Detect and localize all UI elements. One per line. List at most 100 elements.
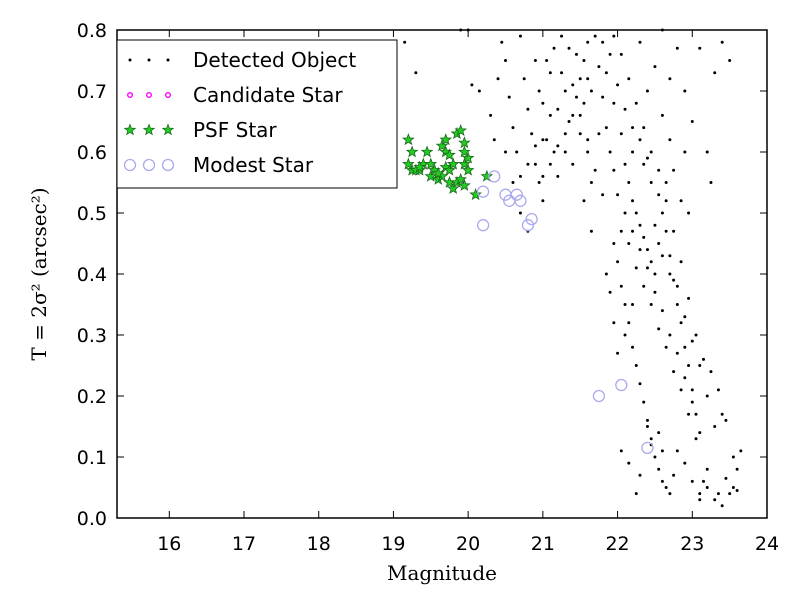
- detected-object-point: [586, 40, 590, 44]
- psf-star-point: [443, 148, 456, 161]
- detected-object-point: [657, 242, 661, 245]
- detected-object-point: [619, 132, 623, 136]
- detected-object-point: [634, 266, 638, 270]
- detected-object-point: [526, 107, 530, 111]
- detected-object-point: [642, 284, 646, 288]
- detected-object-point: [582, 59, 586, 62]
- detected-object-point: [675, 351, 679, 355]
- psf-star-point: [439, 133, 453, 146]
- detected-object-point: [694, 333, 698, 337]
- detected-object-point: [645, 89, 649, 93]
- detected-object-point: [518, 34, 522, 38]
- detected-object-point: [672, 229, 676, 233]
- y-tick-label: 0.8: [77, 20, 107, 42]
- y-tick-label: 0.3: [77, 325, 107, 347]
- detected-object-point: [705, 150, 709, 154]
- detected-object-point: [593, 34, 597, 38]
- modest-star-point: [488, 170, 501, 183]
- legend-marker-psf-star: [142, 123, 156, 136]
- modest-star-point: [521, 219, 535, 232]
- detected-object-point: [638, 40, 642, 44]
- detected-object-point: [649, 150, 653, 154]
- legend-marker-modest-star: [142, 158, 156, 172]
- detected-object-point: [657, 193, 661, 197]
- x-tick-label: 18: [307, 533, 331, 555]
- detected-object-point: [541, 101, 545, 105]
- detected-object-point: [664, 199, 668, 203]
- detected-object-point: [612, 34, 616, 38]
- detected-object-point: [631, 303, 635, 306]
- detected-object-point: [586, 138, 590, 142]
- psf-star-point: [443, 163, 456, 176]
- legend-marker-detected-object: [147, 58, 151, 62]
- detected-object-point: [634, 211, 638, 215]
- detected-object-point: [687, 211, 691, 215]
- detected-object-point: [694, 412, 698, 416]
- detected-object-point: [571, 83, 575, 87]
- psf-star-point: [402, 133, 415, 146]
- detected-object-point: [724, 476, 728, 480]
- detected-object-point: [541, 138, 545, 142]
- detected-object-point: [728, 492, 732, 496]
- detected-object-point: [518, 211, 522, 215]
- detected-object-point: [623, 333, 627, 337]
- legend-marker-candidate-star: [126, 91, 133, 98]
- detected-object-point: [653, 290, 657, 294]
- detected-object-point: [541, 199, 545, 203]
- detected-object-point: [608, 150, 612, 154]
- detected-object-point: [545, 138, 549, 142]
- detected-object-point: [705, 467, 709, 471]
- psf-star-point: [424, 157, 438, 170]
- detected-object-point: [649, 437, 653, 441]
- detected-object-point: [612, 101, 616, 105]
- psf-star-point: [461, 163, 475, 176]
- modest-star-point: [514, 194, 527, 207]
- detected-object-point: [698, 364, 702, 367]
- legend-frame: [116, 39, 398, 189]
- detected-object-point: [489, 113, 493, 117]
- detected-object-point: [470, 83, 474, 87]
- psf-star-point: [458, 178, 471, 191]
- detected-object-point: [604, 272, 608, 276]
- detected-object-point: [560, 71, 564, 75]
- psf-star-point: [461, 151, 475, 164]
- x-tick-label: 21: [531, 533, 555, 555]
- y-tick-label: 0.4: [77, 264, 107, 286]
- detected-object-point: [623, 107, 627, 111]
- detected-object-point: [642, 126, 646, 130]
- detected-object-point: [716, 388, 720, 392]
- detected-object-point: [709, 181, 713, 184]
- psf-star-point: [431, 166, 445, 179]
- modest-star-point: [592, 389, 606, 403]
- detected-object-point: [627, 242, 631, 245]
- detected-object-point: [574, 52, 578, 56]
- data-marks: [402, 28, 743, 508]
- detected-object-point: [545, 59, 549, 62]
- detected-object-point: [713, 498, 717, 502]
- detected-object-point: [653, 272, 657, 276]
- detected-object-point: [634, 492, 638, 496]
- detected-object-point: [533, 162, 537, 166]
- detected-object-point: [672, 370, 676, 374]
- detected-object-point: [657, 431, 661, 435]
- detected-object-point: [515, 150, 519, 154]
- detected-object-point: [705, 486, 709, 489]
- psf-star-point: [458, 157, 471, 170]
- psf-star-point: [446, 157, 460, 170]
- detected-object-point: [589, 181, 593, 184]
- detected-object-point: [608, 290, 612, 294]
- detected-object-point: [616, 260, 620, 264]
- x-tick-label: 20: [456, 533, 480, 555]
- detected-object-point: [612, 168, 616, 172]
- detected-object-point: [574, 95, 578, 99]
- detected-object-point: [668, 138, 672, 142]
- y-tick-label: 0.1: [77, 447, 107, 469]
- detected-object-point: [586, 77, 590, 81]
- y-axis: 0.0 0.1 0.2 0.3 0.4 0.5 0.6 0.7 0.8: [77, 20, 767, 530]
- detected-object-point: [657, 467, 661, 471]
- modest-star-point: [476, 219, 490, 232]
- detected-object-point: [690, 339, 694, 343]
- detected-object-point: [589, 89, 593, 93]
- detected-object-point: [645, 418, 649, 422]
- detected-object-point: [698, 431, 702, 435]
